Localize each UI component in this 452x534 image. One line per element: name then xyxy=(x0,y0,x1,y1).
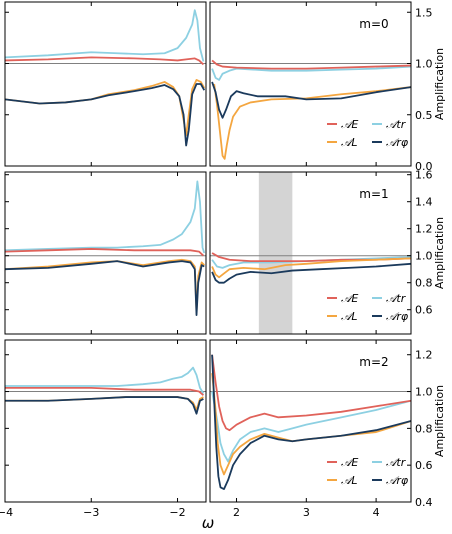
legend-label-rphi: 𝒜rφ xyxy=(386,136,409,149)
y-tick-label: 1.6 xyxy=(415,169,433,182)
y-tick-label: 1.0 xyxy=(415,58,433,71)
legend-label-E: 𝒜E xyxy=(341,456,358,469)
legend-label-L: 𝒜L xyxy=(341,474,358,487)
series-L-left-line xyxy=(5,79,206,137)
series-E-right-line xyxy=(211,354,411,432)
left-axes-frame xyxy=(4,171,207,335)
series-rphi-right-line xyxy=(211,81,411,119)
y-tick-label: 1.5 xyxy=(415,6,433,19)
legend-label-tr: 𝒜tr xyxy=(386,292,407,305)
series-E-left-line xyxy=(5,248,205,257)
series-L-right-line xyxy=(211,257,411,279)
series-E-left-line xyxy=(5,386,204,396)
x-tick-label: 2 xyxy=(233,506,240,519)
series-E-right-line xyxy=(211,59,411,70)
x-tick-label: −3 xyxy=(83,506,99,519)
shaded-band xyxy=(258,172,293,334)
panel-m0: 0.0 0.5 1.0 1.5 Amplification m=0 𝒜E 𝒜tr 𝒜L 𝒜rφ xyxy=(4,1,446,173)
legend-label-E: 𝒜E xyxy=(341,292,358,305)
y-tick-label: 0.6 xyxy=(415,459,433,472)
x-tick-label: 3 xyxy=(303,506,310,519)
panel-m1: 0.6 0.8 1.0 1.2 1.4 1.6 Amplification m=1 𝒜E 𝒜tr 𝒜… xyxy=(4,169,446,335)
y-tick-label: 0.8 xyxy=(415,277,433,290)
left-axes-frame xyxy=(4,1,207,167)
y-tick-label: 1.0 xyxy=(415,386,433,399)
series-L-right-line xyxy=(213,83,411,160)
y-tick-label: 1.4 xyxy=(415,196,433,209)
right-axes-frame xyxy=(209,1,412,167)
y-tick-label: 1.2 xyxy=(415,223,433,236)
x-tick-label: −4 xyxy=(0,506,13,519)
series-rphi-left-line xyxy=(5,260,205,316)
y-tick-label: 0.0 xyxy=(415,160,433,173)
series-L-left-line xyxy=(5,258,205,314)
y-tick-label: 0.6 xyxy=(415,304,433,317)
y-axis-label: Amplification xyxy=(433,48,446,120)
series-rphi-left-line xyxy=(5,396,204,415)
legend-label-rphi: 𝒜rφ xyxy=(386,474,409,487)
panel-label: m=1 xyxy=(359,187,388,201)
panel-label: m=0 xyxy=(359,17,388,31)
legend-label-L: 𝒜L xyxy=(341,310,358,323)
series-tr-left-line xyxy=(5,9,205,62)
series-rphi-left-line xyxy=(5,83,206,147)
y-tick-label: 1.2 xyxy=(415,349,433,362)
legend-label-tr: 𝒜tr xyxy=(386,456,407,469)
legend-label-tr: 𝒜tr xyxy=(386,118,407,131)
series-tr-left-line xyxy=(5,180,206,254)
legend-label-rphi: 𝒜rφ xyxy=(386,310,409,323)
y-tick-label: 0.5 xyxy=(415,109,433,122)
right-axes-frame xyxy=(209,339,412,503)
left-axes-frame xyxy=(4,339,207,503)
series-E-left-line xyxy=(5,56,205,66)
right-axes-frame xyxy=(209,171,412,335)
panel-m2: −4 −3 −2 2 3 4 0.4 0.6 0.8 1.0 1.2 Amplification m=2… xyxy=(0,339,446,519)
y-tick-label: 0.4 xyxy=(415,496,433,509)
series-rphi-right-line xyxy=(211,262,411,284)
panel-label: m=2 xyxy=(359,355,388,369)
x-tick-label: −2 xyxy=(169,506,185,519)
series-tr-right-line xyxy=(211,65,411,81)
series-tr-right-line xyxy=(211,391,411,463)
series-tr-left-line xyxy=(5,366,205,394)
x-tick-label: 4 xyxy=(373,506,380,519)
legend-label-L: 𝒜L xyxy=(341,136,358,149)
y-axis-label: Amplification xyxy=(433,385,446,457)
y-tick-label: 0.8 xyxy=(415,422,433,435)
y-axis-label: Amplification xyxy=(433,217,446,289)
series-rphi-right-line xyxy=(211,354,411,491)
y-tick-label: 1.0 xyxy=(415,250,433,263)
legend-label-E: 𝒜E xyxy=(341,118,358,131)
x-axis-label: ω xyxy=(202,514,215,532)
